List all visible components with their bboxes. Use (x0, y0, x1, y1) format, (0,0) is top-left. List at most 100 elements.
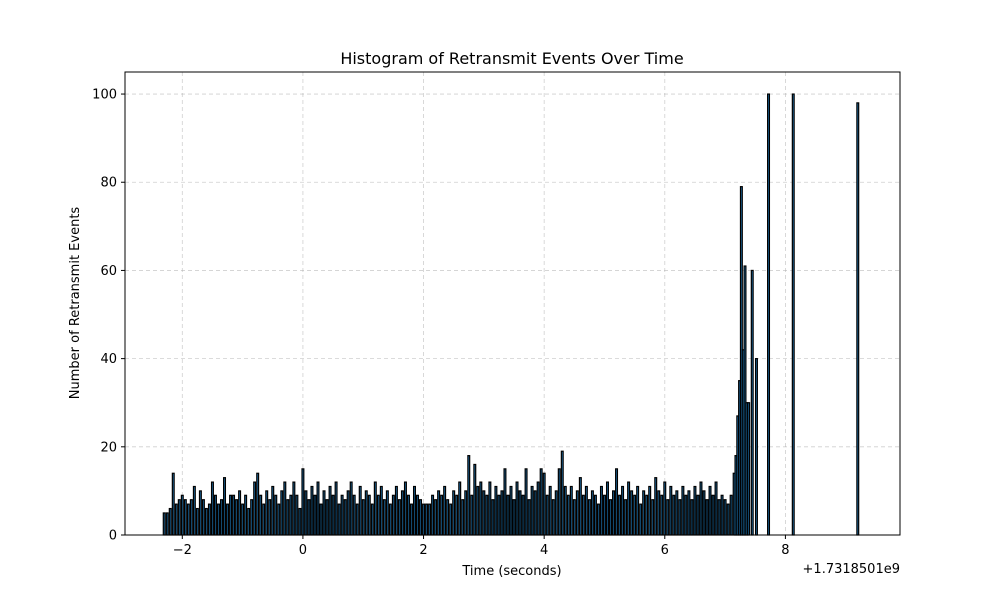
histogram-bar (295, 494, 299, 536)
x-tick-label: 6 (661, 543, 669, 558)
histogram-bar (346, 490, 350, 536)
y-tick-label: 20 (100, 440, 117, 455)
histogram-bar (536, 481, 540, 536)
histogram-bar (422, 503, 426, 536)
histogram-bar (165, 512, 169, 536)
histogram-bar (467, 455, 471, 536)
histogram-bar (443, 485, 447, 536)
histogram-bar (699, 481, 703, 536)
histogram-bar (497, 494, 501, 536)
histogram-bar (461, 499, 465, 536)
histogram-bar (280, 490, 284, 536)
histogram-bar (162, 512, 166, 536)
histogram-bar (449, 503, 453, 536)
y-tick-label: 40 (100, 352, 117, 367)
histogram-bar (238, 490, 242, 536)
histogram-bar (226, 503, 230, 536)
histogram-bar (304, 490, 308, 536)
x-tick-label: 0 (299, 543, 307, 558)
histogram-bar (364, 490, 368, 536)
histogram-bar (301, 468, 305, 536)
histogram-bar (235, 499, 239, 536)
histogram-bar (268, 499, 272, 536)
histogram-bar (216, 503, 220, 536)
histogram-bar (325, 499, 329, 536)
histogram-bar (527, 499, 531, 536)
histogram-bar (201, 499, 205, 536)
histogram-bar (229, 494, 233, 536)
histogram-bar (310, 485, 314, 536)
histogram-bar (711, 494, 715, 536)
histogram-bar (678, 499, 682, 536)
histogram-bar (416, 494, 420, 536)
histogram-bar (747, 402, 751, 536)
histogram-bar (337, 503, 341, 536)
histogram-bar (406, 494, 410, 536)
histogram-bar (358, 485, 362, 536)
histogram-bar (717, 499, 721, 536)
histogram-bar (488, 481, 492, 536)
histogram-bar (723, 499, 727, 536)
histogram-bar (271, 485, 275, 536)
histogram-bar (412, 485, 416, 536)
chart-title: Histogram of Retransmit Events Over Time (340, 49, 683, 68)
x-axis-label: Time (seconds) (461, 564, 561, 579)
histogram-bar (726, 503, 730, 536)
y-tick-label: 60 (100, 264, 117, 279)
histogram-bar (334, 481, 338, 536)
x-tick-label: 8 (781, 543, 789, 558)
histogram-bar (791, 93, 795, 536)
histogram-bar (428, 503, 432, 536)
histogram-bar (485, 494, 489, 536)
histogram-bar (186, 503, 190, 536)
histogram-bar (419, 499, 423, 536)
histogram-bar (259, 494, 263, 536)
histogram-bar (596, 503, 600, 536)
histogram-bar (666, 499, 670, 536)
histogram-bar (262, 503, 266, 536)
histogram-bar (702, 490, 706, 536)
histogram-bar (289, 494, 293, 536)
histogram-bar (602, 494, 606, 536)
histogram-bar (729, 494, 733, 536)
histogram-bar (509, 485, 513, 536)
histogram-bar (687, 490, 691, 536)
histogram-bar (192, 485, 196, 536)
x-tick-label: 2 (419, 543, 427, 558)
histogram-bar (403, 481, 407, 536)
histogram-bar (370, 503, 374, 536)
histogram-bar (286, 499, 290, 536)
histogram-bar (672, 494, 676, 536)
histogram-bar (605, 481, 609, 536)
histogram-bar (663, 481, 667, 536)
histogram-bar (599, 485, 603, 536)
histogram-bar (521, 494, 525, 536)
histogram-bar (274, 494, 278, 536)
histogram-bar (615, 468, 619, 536)
histogram-bar (473, 463, 477, 536)
histogram-bar (180, 494, 184, 536)
histogram-bar (198, 490, 202, 536)
histogram-bar (241, 503, 245, 536)
histogram-bar (587, 499, 591, 536)
histogram-bar (232, 494, 236, 536)
histogram-bar (313, 494, 317, 536)
histogram-bar (621, 485, 625, 536)
histogram-bar (256, 472, 260, 536)
histogram-bar (277, 503, 281, 536)
histogram-bar (506, 494, 510, 536)
histogram-bar (250, 499, 254, 536)
histogram-bar (624, 499, 628, 536)
histogram-bar (455, 494, 459, 536)
histogram-bar (168, 507, 172, 536)
histogram-bar (491, 499, 495, 536)
histogram-bar (331, 494, 335, 536)
histogram-bar (651, 499, 655, 536)
histogram-bar (633, 494, 637, 536)
histogram-bar (648, 485, 652, 536)
histogram-bar (494, 485, 498, 536)
histogram-bar (388, 503, 392, 536)
histogram-bar (394, 485, 398, 536)
